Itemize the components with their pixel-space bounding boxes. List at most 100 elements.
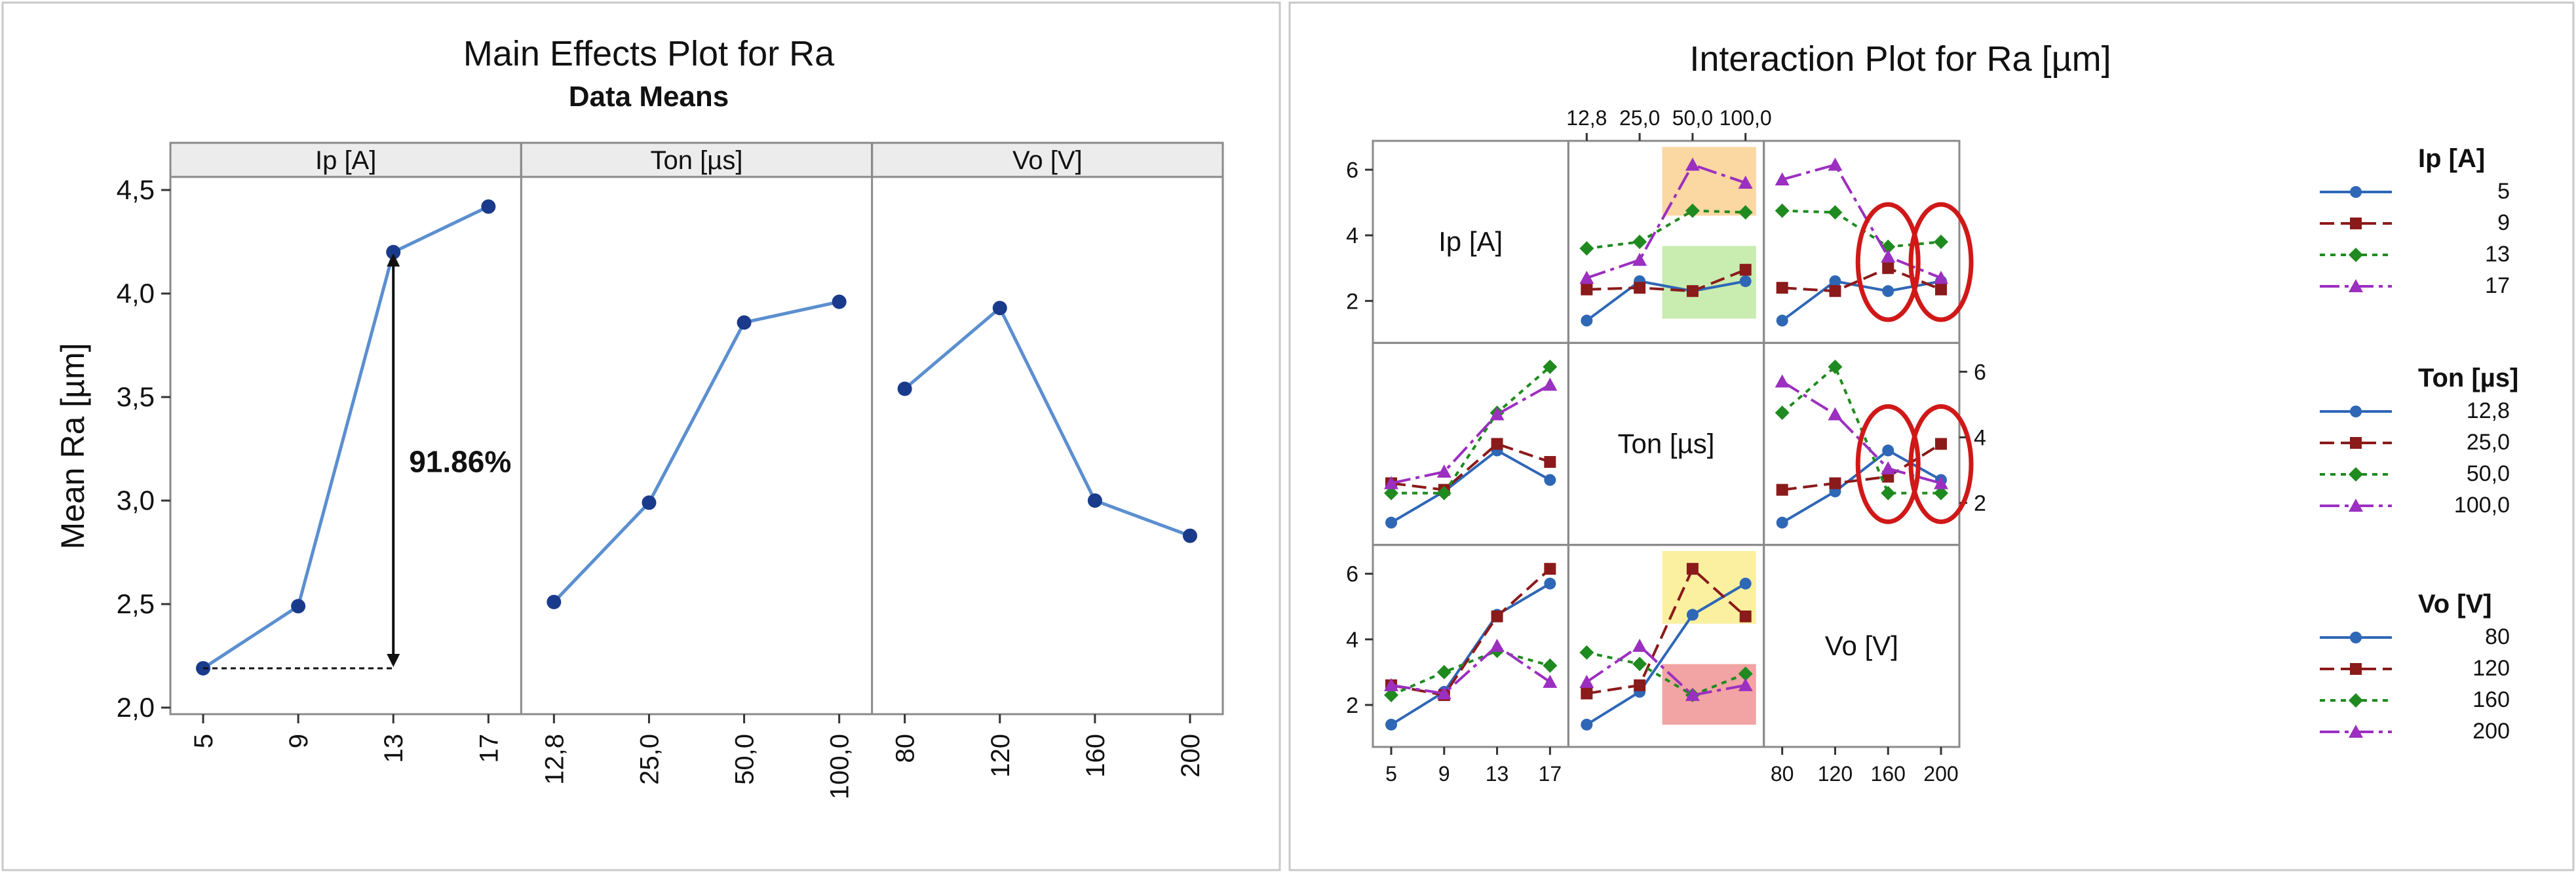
interaction-point-0-2-1-0 bbox=[1776, 282, 1788, 294]
main-effects-subtitle: Data Means bbox=[569, 81, 729, 113]
interaction-point-1-2-0-2 bbox=[1882, 444, 1894, 457]
y-tick-label-4: 4,0 bbox=[117, 278, 155, 309]
interaction-line-2-1-0 bbox=[1586, 582, 1746, 726]
interaction-point-2-1-1-1 bbox=[1634, 679, 1646, 691]
interaction-point-2-1-1-2 bbox=[1686, 563, 1699, 575]
y-tick-label-2: 3,0 bbox=[117, 485, 155, 516]
interaction-point-1-2-2-0 bbox=[1775, 405, 1790, 420]
interaction-point-0-1-2-1 bbox=[1632, 235, 1647, 250]
legend-marker-2-2 bbox=[2349, 693, 2363, 708]
main-effect-line-0 bbox=[202, 205, 490, 670]
interaction-point-2-1-2-1 bbox=[1632, 657, 1647, 672]
legend-marker-0-0 bbox=[2350, 186, 2362, 198]
y-tick-label-5: 4,5 bbox=[117, 174, 155, 205]
x-tick-label-2-1: 120 bbox=[986, 734, 1015, 778]
interaction-point-0-2-0-0 bbox=[1776, 314, 1788, 327]
interaction-point-0-1-0-3 bbox=[1739, 275, 1752, 288]
main-effect-point-2-0 bbox=[897, 381, 912, 396]
y-tick-label-3: 3,5 bbox=[117, 381, 155, 412]
interaction-point-1-0-0-0 bbox=[1385, 516, 1397, 529]
panel-strip-2 bbox=[871, 142, 1224, 178]
interaction-line-1-2-1 bbox=[1782, 442, 1942, 491]
interaction-point-0-2-3-0 bbox=[1775, 172, 1790, 186]
interaction-point-0-1-1-1 bbox=[1634, 282, 1646, 294]
interaction-line-2-1-2 bbox=[1586, 651, 1746, 697]
interaction-point-1-0-0-3 bbox=[1544, 474, 1556, 486]
x-tick-label-1-0: 12,8 bbox=[540, 734, 569, 785]
legend-label-0-1: 9 bbox=[2497, 210, 2510, 235]
legend-marker-2-3 bbox=[2349, 725, 2363, 738]
legend-marker-1-1 bbox=[2350, 437, 2362, 449]
interaction-point-0-1-2-2 bbox=[1685, 203, 1700, 218]
interaction-point-2-1-0-2 bbox=[1686, 609, 1699, 621]
legend-marker-1-3 bbox=[2349, 499, 2363, 512]
interaction-point-0-1-3-3 bbox=[1738, 176, 1753, 189]
main-effect-line-1 bbox=[552, 300, 840, 603]
interaction-point-0-1-3-2 bbox=[1685, 157, 1700, 171]
interaction-point-2-1-3-2 bbox=[1685, 687, 1700, 701]
legend-label-2-2: 160 bbox=[2472, 687, 2510, 712]
legend-label-0-3: 17 bbox=[2485, 273, 2510, 298]
diagonal-label-0: Ip [A] bbox=[1438, 226, 1503, 257]
left-y-tick-label-0-1: 4 bbox=[1346, 223, 1358, 248]
interaction-point-1-2-1-1 bbox=[1829, 477, 1841, 489]
interaction-point-2-1-3-1 bbox=[1632, 638, 1647, 652]
x-tick-label-2-2: 160 bbox=[1081, 734, 1110, 778]
top-x-tick-label-3: 100,0 bbox=[1720, 106, 1772, 130]
x-tick-label-0-3: 17 bbox=[474, 734, 503, 763]
main-effect-point-1-0 bbox=[547, 594, 562, 609]
highlight-ellipse-1 bbox=[1908, 202, 1974, 322]
left-y-tick-label-2-1: 4 bbox=[1346, 628, 1358, 653]
interaction-line-1-0-1 bbox=[1391, 442, 1550, 491]
panel-strip-label-0: Ip [A] bbox=[315, 146, 376, 175]
interaction-point-0-1-3-1 bbox=[1632, 252, 1647, 266]
interaction-line-0-1-1 bbox=[1586, 268, 1746, 293]
top-x-tick-label-1: 25,0 bbox=[1619, 106, 1660, 130]
diagonal-label-1: Ton [µs] bbox=[1618, 428, 1715, 459]
legend-marker-0-1 bbox=[2350, 218, 2362, 229]
interaction-point-0-2-1-3 bbox=[1935, 283, 1947, 295]
legend-marker-1-0 bbox=[2350, 406, 2362, 417]
legend-label-2-0: 80 bbox=[2485, 624, 2510, 649]
interaction-line-0-1-0 bbox=[1586, 280, 1746, 322]
interaction-point-1-2-3-3 bbox=[1934, 476, 1948, 489]
x-tick-label-1-2: 50,0 bbox=[731, 734, 759, 785]
top-x-tick-label-0: 12,8 bbox=[1566, 106, 1607, 130]
right-y-tick-label-1: 4 bbox=[1974, 425, 1986, 450]
interaction-point-0-2-2-1 bbox=[1828, 205, 1843, 220]
interaction-point-0-1-0-0 bbox=[1581, 314, 1593, 327]
main-effect-point-2-1 bbox=[992, 301, 1007, 316]
interaction-line-0-2-1 bbox=[1782, 267, 1942, 293]
interaction-point-0-1-3-0 bbox=[1579, 271, 1594, 284]
interaction-line-2-1-1 bbox=[1586, 566, 1747, 695]
interaction-point-0-2-2-3 bbox=[1934, 235, 1948, 250]
interaction-point-0-2-3-1 bbox=[1828, 157, 1843, 171]
interaction-line-1-0-0 bbox=[1390, 449, 1551, 524]
main-effect-point-0-3 bbox=[481, 199, 496, 214]
legend-marker-2-0 bbox=[2350, 632, 2362, 643]
panel-strip-1 bbox=[520, 142, 874, 178]
main-effect-point-0-1 bbox=[291, 599, 306, 614]
interaction-point-0-2-3-3 bbox=[1934, 271, 1948, 284]
main-effects-plot: Ip [A] 5 9 13 17 Ton [µs] 12,8 25,0 50,0 100,0 Vo … bbox=[117, 142, 1224, 799]
interaction-point-2-1-2-3 bbox=[1738, 666, 1753, 681]
interaction-point-1-0-2-0 bbox=[1384, 486, 1398, 501]
x-tick-label-0-1: 9 bbox=[284, 734, 313, 748]
interaction-point-1-2-3-2 bbox=[1881, 461, 1896, 475]
interaction-point-0-2-3-2 bbox=[1881, 249, 1896, 263]
interaction-title: Interaction Plot for Ra [µm] bbox=[1689, 39, 2111, 79]
interaction-point-2-1-2-0 bbox=[1579, 645, 1594, 660]
interaction-point-1-0-2-3 bbox=[1543, 359, 1558, 374]
interaction-point-1-0-1-3 bbox=[1544, 456, 1556, 468]
left-y-tick-label-0-0: 2 bbox=[1346, 289, 1358, 314]
range-arrow-head-top bbox=[387, 253, 400, 267]
legend-label-1-0: 12,8 bbox=[2467, 398, 2510, 423]
left-y-tick-label-2-2: 6 bbox=[1346, 562, 1358, 587]
bottom-x-tick-label-0-1: 9 bbox=[1438, 762, 1450, 786]
panel-strip-0 bbox=[169, 142, 522, 178]
main-effect-point-0-2 bbox=[386, 244, 401, 259]
legend-label-0-0: 5 bbox=[2497, 179, 2510, 204]
legend-label-2-1: 120 bbox=[2472, 656, 2510, 681]
main-effect-point-2-2 bbox=[1087, 493, 1102, 508]
